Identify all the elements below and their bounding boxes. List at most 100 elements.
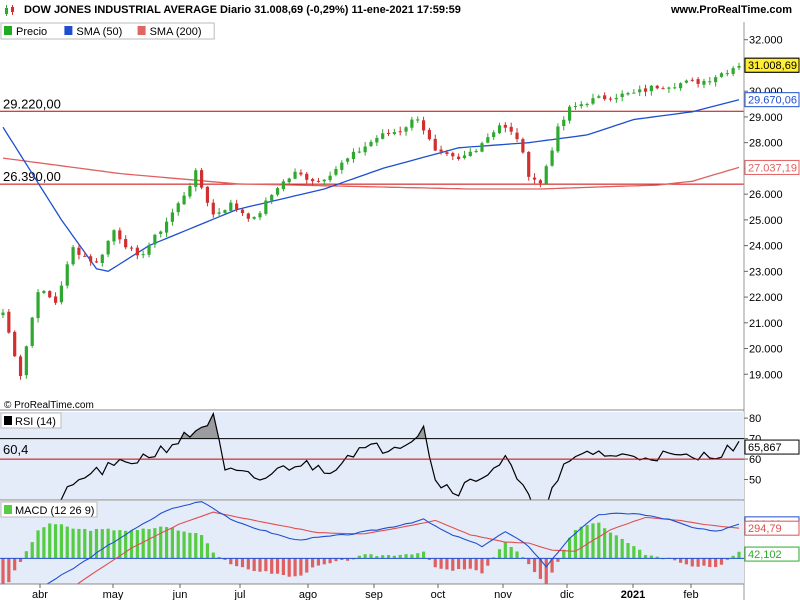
candle-body	[579, 104, 583, 107]
candle-body	[293, 171, 297, 179]
candle-body	[36, 292, 40, 319]
macd-hist-bar	[258, 558, 262, 572]
hist-last-badge: 42,102	[748, 549, 782, 561]
candle-body	[176, 203, 180, 213]
candle-body	[182, 195, 186, 205]
macd-hist-bar	[164, 527, 169, 559]
candle-body	[708, 81, 712, 83]
candle-body	[714, 77, 718, 83]
watermark: © ProRealTime.com	[4, 400, 94, 411]
legend-swatch-0	[4, 26, 12, 35]
macd-hist-bar	[737, 551, 741, 559]
macd-hist-bar	[392, 555, 396, 559]
macd-hist-bar	[89, 530, 93, 559]
macd-hist-bar	[235, 558, 239, 567]
last-price-box	[744, 57, 800, 73]
candle-body	[13, 331, 17, 357]
candle-body	[94, 261, 99, 263]
sma50-line	[2, 99, 740, 272]
macd-hist-bar	[714, 558, 718, 568]
candle-body	[626, 93, 630, 95]
macd-hist-bar	[684, 558, 689, 565]
macd-hist-bar	[620, 538, 624, 559]
candle-body	[89, 256, 93, 262]
rsi-cursor-label: 60,4	[3, 442, 28, 457]
macd-hist-bar	[550, 558, 554, 573]
macd-hist-bar	[24, 551, 28, 559]
chart-header: DOW JONES INDUSTRIAL AVERAGE Diario 31.0…	[0, 0, 800, 23]
macd-hist-bar	[176, 530, 180, 559]
candle-body	[702, 80, 706, 85]
macd-hist-bar	[334, 558, 338, 562]
candle-body	[673, 87, 677, 89]
candle-body	[205, 186, 210, 203]
macd-hist-bar	[30, 542, 34, 559]
candle-body	[416, 119, 420, 121]
candle-body	[310, 179, 315, 182]
candle-body	[118, 230, 122, 240]
macd-hist-bar	[340, 558, 344, 561]
candle-body	[18, 356, 23, 376]
candle-body	[7, 311, 11, 333]
candlestick-icon	[5, 5, 14, 16]
candle-body	[451, 153, 455, 157]
macd-hist-bar	[492, 557, 496, 559]
sma200-badge: 27.037,19	[748, 162, 797, 174]
candle-body	[497, 125, 502, 134]
macd-hist-bar	[59, 524, 64, 559]
candle-body	[381, 133, 385, 139]
candle-body	[65, 264, 69, 286]
site-url[interactable]: www.ProRealTime.com	[670, 4, 792, 16]
candle-body	[427, 129, 432, 140]
x-tick-label: dic	[560, 589, 575, 600]
candle-body	[357, 151, 361, 153]
macd-hist-bar	[293, 558, 297, 577]
candle-body	[340, 162, 344, 170]
macd-hist-bar	[106, 528, 110, 559]
macd-hist-bar	[7, 558, 11, 583]
candle-body	[369, 141, 373, 147]
candle-body	[135, 247, 139, 256]
stock-chart[interactable]: Precio SMA (50) SMA (200) 29.220,00 26.390,0…	[0, 22, 800, 600]
macd-hist-bar	[305, 558, 309, 573]
candle-body	[1, 312, 5, 316]
macd-hist-bar	[532, 558, 537, 573]
candle-body	[421, 120, 426, 131]
candle-body	[737, 65, 741, 68]
macd-hist-bar	[457, 558, 461, 569]
price-tick-label: 28.000	[749, 138, 783, 150]
macd-hist-bar	[486, 558, 490, 566]
candle-body	[164, 221, 169, 233]
candle-body	[480, 143, 484, 152]
candle-body	[719, 73, 724, 77]
candle-body	[515, 132, 519, 140]
macd-hist-bar	[299, 558, 303, 576]
macd-hist-bar	[503, 541, 507, 559]
legend-box	[0, 22, 215, 40]
macd-hist-bar	[1, 558, 5, 584]
candle-body	[643, 88, 648, 92]
candle-body	[661, 88, 665, 90]
macd-hist-bar	[538, 558, 542, 579]
candle-body	[585, 103, 589, 105]
candle-body	[655, 85, 659, 89]
macd-hist-bar	[53, 524, 58, 559]
macd-label-box	[0, 501, 98, 518]
macd-hist-bar	[36, 530, 40, 559]
macd-hist-bar	[375, 556, 379, 559]
macd-hist-bar	[77, 528, 81, 559]
rsi-tick-label: 80	[749, 413, 761, 425]
macd-hist-bar	[316, 558, 321, 566]
macd-hist-bar	[65, 526, 69, 559]
candle-body	[445, 152, 449, 154]
candle-body	[568, 106, 572, 121]
candle-body	[59, 285, 64, 303]
macd-hist-bar	[497, 549, 502, 559]
macd-hist-bar	[719, 558, 724, 565]
macd-hist-bar	[433, 558, 437, 568]
macd-hist-bar	[205, 543, 210, 559]
macd-hist-bar	[678, 558, 683, 563]
candle-body	[638, 89, 642, 93]
macd-hist-bar	[264, 558, 268, 572]
macd-hist-bar	[252, 558, 256, 571]
